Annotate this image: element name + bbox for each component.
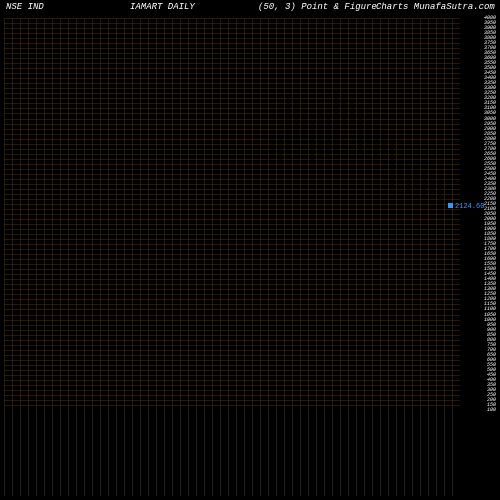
pnf-o-box: O	[404, 186, 412, 191]
symbol-timeframe: IAMART DAILY	[130, 2, 195, 12]
pnf-o-box: O	[388, 171, 396, 176]
pnf-o-box: O	[388, 181, 396, 186]
volume-area	[4, 410, 460, 496]
y-tick-label: 100	[487, 407, 496, 413]
pnf-o-box: O	[436, 191, 444, 196]
exchange-label: NSE IND	[6, 2, 44, 12]
pnf-o-box: O	[404, 171, 412, 176]
pnf-o-box: O	[292, 101, 300, 106]
pnf-o-box: O	[436, 181, 444, 186]
pnf-o-box: O	[436, 206, 444, 211]
chart-header: NSE IND IAMART DAILY (50, 3) Point & Fig…	[0, 2, 500, 16]
pnf-o-box: O	[420, 181, 428, 186]
pnf-o-box: O	[308, 121, 316, 126]
pnf-o-box: O	[388, 136, 396, 141]
pnf-x-box: X	[428, 171, 436, 176]
pnf-x-box: X	[396, 171, 404, 176]
pnf-x-box: X	[332, 91, 340, 96]
pnf-o-box: O	[436, 186, 444, 191]
pnf-x-box: X	[364, 121, 372, 126]
pnf-x-box: X	[412, 171, 420, 176]
marker-square-icon	[448, 203, 453, 208]
pnf-x-box: X	[380, 131, 388, 136]
pnf-o-box: O	[388, 166, 396, 171]
pnf-x-box: X	[300, 116, 308, 121]
pnf-o-box: O	[420, 191, 428, 196]
pnf-x-box: X	[348, 101, 356, 106]
pnf-o-box: O	[372, 126, 380, 131]
pnf-o-box: O	[324, 116, 332, 121]
y-axis: 4000395039003850380037503700365036003550…	[464, 18, 498, 410]
pnf-x-box: X	[268, 131, 276, 136]
pnf-x-box: X	[412, 166, 420, 171]
pnf-x-box: X	[412, 176, 420, 181]
pnf-x-box: X	[396, 166, 404, 171]
pnf-x-box: X	[396, 161, 404, 166]
pnf-x-box: X	[428, 181, 436, 186]
pnf-o-box: O	[404, 176, 412, 181]
pnf-o-box: O	[436, 196, 444, 201]
pnf-o-box: O	[340, 96, 348, 101]
pnf-o-box: O	[276, 136, 284, 141]
pnf-o-box: O	[420, 171, 428, 176]
pnf-o-box: O	[404, 166, 412, 171]
pnf-columns: XXXXXOOOOOXXXXXXXXXXXXOOOOOOOOXXXXOOOOOO…	[4, 18, 460, 410]
pnf-o-box: O	[420, 186, 428, 191]
pnf-params: (50, 3) Point & Figure	[258, 2, 377, 12]
pnf-x-box: X	[284, 96, 292, 101]
pnf-o-box: O	[388, 176, 396, 181]
pnf-x-box: X	[396, 176, 404, 181]
pnf-o-box: O	[356, 106, 364, 111]
pnf-x-box: X	[412, 181, 420, 186]
brand-label: Charts MunafaSutra.com	[376, 2, 495, 12]
pnf-o-box: O	[420, 176, 428, 181]
pnf-x-box: X	[428, 176, 436, 181]
pnf-x-box: X	[316, 111, 324, 116]
pnf-chart: XXXXXOOOOOXXXXXXXXXXXXOOOOOOOOXXXXOOOOOO…	[4, 18, 460, 410]
pnf-x-box: X	[428, 186, 436, 191]
pnf-o-box: O	[436, 176, 444, 181]
pnf-o-box: O	[436, 201, 444, 206]
pnf-o-box: O	[404, 181, 412, 186]
